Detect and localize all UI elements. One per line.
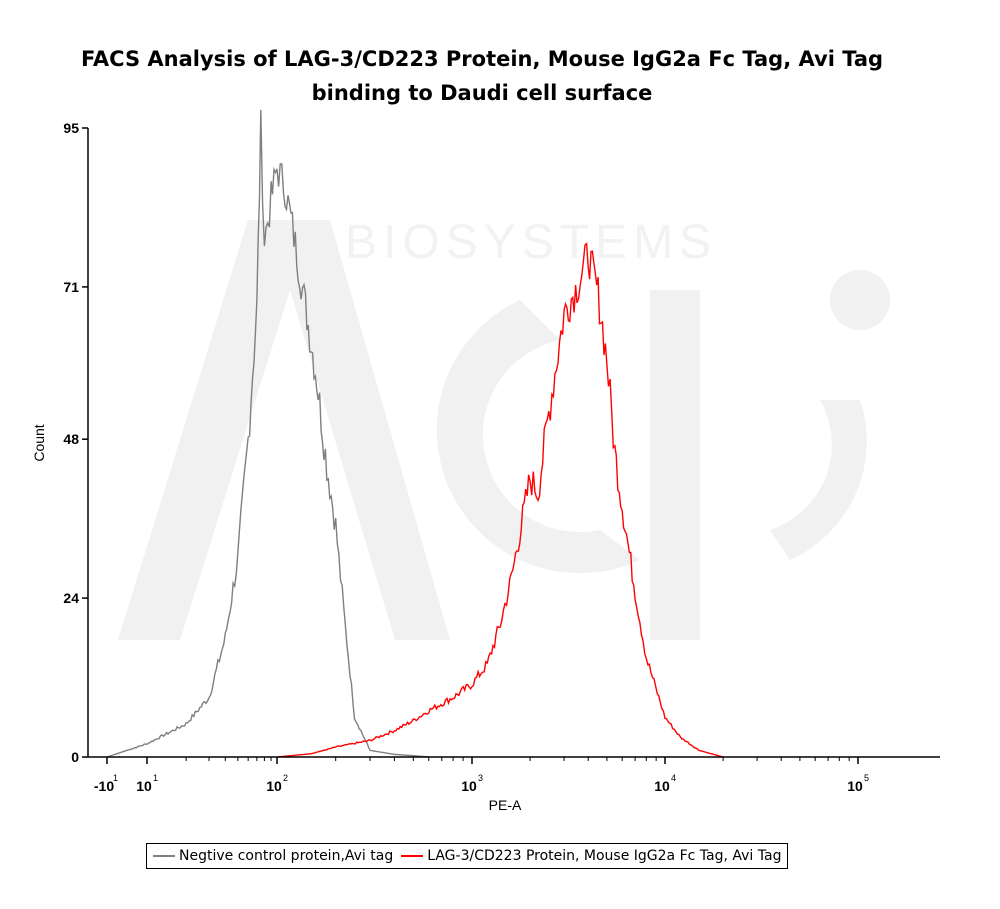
y-tick-label: 95	[63, 120, 79, 136]
x-tick-label: 10	[461, 778, 477, 794]
x-tick-exponent: 5	[864, 773, 869, 783]
x-axis-label: PE-A	[489, 797, 522, 813]
x-tick-exponent: 3	[478, 773, 483, 783]
y-tick-label: 0	[71, 749, 79, 765]
x-axis-ticks: -101 10 1 10 2 10 3 10 4 10 5	[94, 757, 869, 794]
legend-label-lag3-protein: LAG-3/CD223 Protein, Mouse IgG2a Fc Tag,…	[427, 848, 782, 864]
x-tick-label: -10	[94, 778, 114, 794]
x-tick-label: 10	[136, 778, 152, 794]
y-tick-label: 71	[63, 279, 79, 295]
chart-title-line-1: FACS Analysis of LAG-3/CD223 Protein, Mo…	[81, 47, 883, 71]
series-line-0	[106, 109, 429, 758]
y-tick-label: 48	[63, 431, 79, 447]
legend-item-lag3-protein: LAG-3/CD223 Protein, Mouse IgG2a Fc Tag,…	[401, 848, 781, 864]
x-tick-label: 10	[654, 778, 670, 794]
y-tick-label: 24	[63, 590, 79, 606]
y-axis-ticks: 0 24 48 71 95	[63, 120, 88, 765]
svg-text:BIOSYSTEMS: BIOSYSTEMS	[345, 216, 717, 269]
y-axis-label: Count	[31, 424, 47, 461]
x-tick-exponent: 2	[283, 773, 288, 783]
x-tick-exponent: 4	[671, 773, 676, 783]
watermark-logo: BIOSYSTEMS	[118, 216, 890, 640]
legend-item-negative-control: Negtive control protein,Avi tag	[153, 848, 393, 864]
x-tick-label: 10	[847, 778, 863, 794]
series-line-1	[276, 242, 724, 758]
chart-legend: Negtive control protein,Avi tag LAG-3/CD…	[146, 843, 789, 869]
x-tick-label: 10	[266, 778, 282, 794]
legend-swatch-lag3-protein	[401, 855, 424, 857]
histogram-series	[106, 109, 724, 758]
x-tick-exponent: 1	[153, 773, 158, 783]
chart-title-line-2: binding to Daudi cell surface	[312, 81, 653, 105]
legend-swatch-negative-control	[153, 855, 175, 857]
legend-label-negative-control: Negtive control protein,Avi tag	[179, 848, 394, 864]
x-tick-exponent: 1	[113, 773, 118, 783]
